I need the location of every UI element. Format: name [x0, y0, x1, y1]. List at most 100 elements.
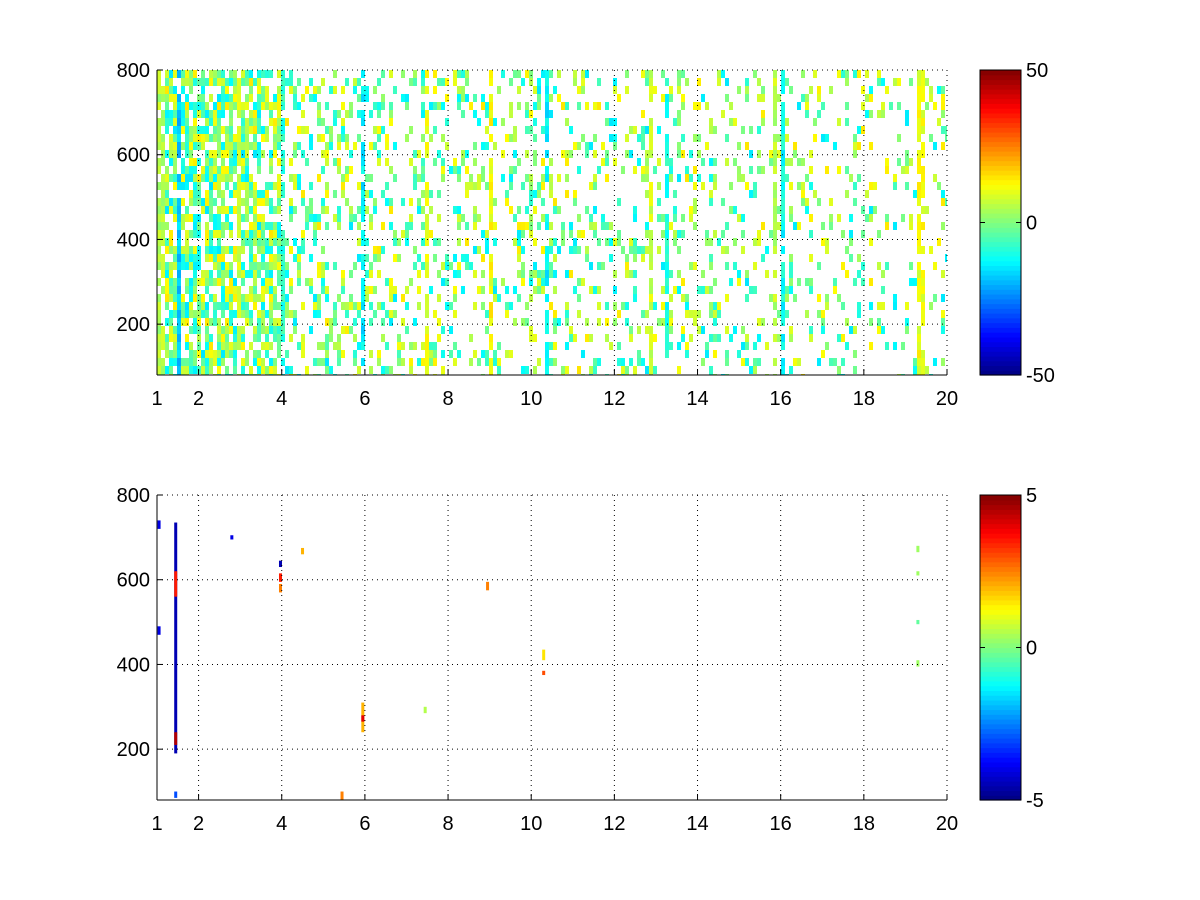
colorbar-step — [980, 265, 1021, 271]
x-tick-label: 20 — [936, 813, 958, 835]
colorbar-step — [980, 628, 1021, 634]
colorbar-step — [980, 136, 1021, 143]
colorbar-step — [980, 327, 1021, 333]
colorbar-step — [980, 284, 1021, 290]
colorbar-step — [980, 495, 1021, 501]
colorbar-step — [980, 709, 1021, 715]
heatmap-cell — [361, 715, 365, 722]
grid-lines — [157, 69, 948, 375]
colorbar-step — [980, 89, 1021, 95]
colorbar-step — [980, 270, 1021, 276]
heatmap-cell — [174, 732, 178, 745]
colorbar-step — [980, 198, 1021, 205]
colorbar-step — [980, 714, 1021, 720]
colorbar-step — [980, 93, 1021, 100]
heatmap-cell — [301, 547, 305, 555]
heatmap-cell — [542, 670, 546, 676]
colorbar-step — [980, 127, 1021, 133]
heatmap-cell — [542, 649, 546, 661]
x-tick-label: 1 — [151, 388, 162, 410]
x-tick-label: 8 — [442, 388, 453, 410]
heatmap-cell — [230, 535, 234, 540]
colorbar-step — [980, 236, 1021, 243]
colorbar-step — [980, 146, 1021, 152]
colorbar-step — [980, 699, 1021, 706]
colorbar-step — [980, 108, 1021, 114]
colorbar-step — [980, 571, 1021, 577]
x-tick-label: 8 — [442, 813, 453, 835]
colorbar-step — [980, 537, 1021, 544]
colorbar-step — [980, 217, 1021, 224]
colorbar-step — [980, 752, 1021, 758]
colorbar-step — [980, 274, 1021, 281]
x-tick-label: 20 — [936, 388, 958, 410]
colorbar-step — [980, 313, 1021, 319]
heatmap-cell — [340, 791, 344, 800]
colorbar-step — [980, 332, 1021, 338]
colorbar-step — [980, 766, 1021, 773]
colorbar-step — [980, 241, 1021, 247]
colorbar-step — [980, 260, 1021, 266]
heatmap-cell — [157, 626, 161, 635]
colorbar-step — [980, 590, 1021, 596]
colorbar-step — [980, 246, 1021, 252]
colorbar-step — [980, 637, 1021, 644]
colorbar: -5 0 5 — [979, 485, 1044, 812]
heatmap-cells — [157, 520, 920, 800]
colorbar-step — [980, 255, 1021, 262]
heatmap-cell — [423, 706, 427, 714]
colorbar-step — [980, 728, 1021, 734]
colorbar-step — [980, 179, 1021, 185]
colorbar-step — [980, 222, 1021, 228]
colorbar-step — [980, 718, 1021, 725]
x-tick-label: 14 — [686, 388, 708, 410]
colorbar-step — [980, 614, 1021, 620]
colorbar-step — [980, 733, 1021, 739]
colorbar-step — [980, 131, 1021, 138]
colorbar-step — [980, 595, 1021, 601]
colorbar-step — [980, 723, 1021, 730]
colorbar-step — [980, 604, 1021, 610]
colorbar-step — [980, 341, 1021, 348]
colorbar-step — [980, 289, 1021, 295]
colorbar-step — [980, 70, 1021, 76]
colorbar-step — [980, 676, 1021, 682]
colorbar-step — [980, 580, 1021, 587]
colorbar-step — [980, 528, 1021, 534]
colorbar-step — [980, 279, 1021, 286]
x-tick-label: 6 — [359, 388, 370, 410]
x-tick-label: 18 — [853, 388, 875, 410]
heatmap-cell — [916, 571, 920, 576]
colorbar-step — [980, 742, 1021, 749]
colorbar-step — [980, 227, 1021, 233]
colorbar-step — [980, 84, 1021, 90]
x-tick-label: 4 — [276, 388, 287, 410]
colorbar-step — [980, 98, 1021, 104]
colorbar-step — [980, 771, 1021, 777]
colorbar-step — [980, 652, 1021, 658]
colorbar-step — [980, 351, 1021, 357]
colorbar-step — [980, 151, 1021, 157]
heatmap-cell — [278, 573, 282, 582]
y-tick-label: 200 — [117, 739, 150, 761]
colorbar: -50 0 50 — [979, 60, 1055, 387]
y-tick-label: 600 — [117, 570, 150, 592]
colorbar-step — [980, 757, 1021, 763]
y-tick-label: 400 — [117, 654, 150, 676]
colorbar-step — [980, 103, 1021, 109]
colorbar-step — [980, 618, 1021, 625]
colorbar-step — [980, 189, 1021, 195]
x-tick-label: 6 — [359, 813, 370, 835]
colorbar-step — [980, 141, 1021, 147]
colorbar-step — [980, 685, 1021, 691]
colorbar-step — [980, 623, 1021, 630]
colorbar-step — [980, 170, 1021, 176]
colorbar-step — [980, 738, 1021, 744]
x-tick-label: 12 — [603, 388, 625, 410]
colorbar-step — [980, 599, 1021, 606]
colorbar-step — [980, 661, 1021, 668]
x-tick-label: 18 — [853, 813, 875, 835]
colorbar-step — [980, 112, 1021, 119]
colorbar-step — [980, 566, 1021, 572]
